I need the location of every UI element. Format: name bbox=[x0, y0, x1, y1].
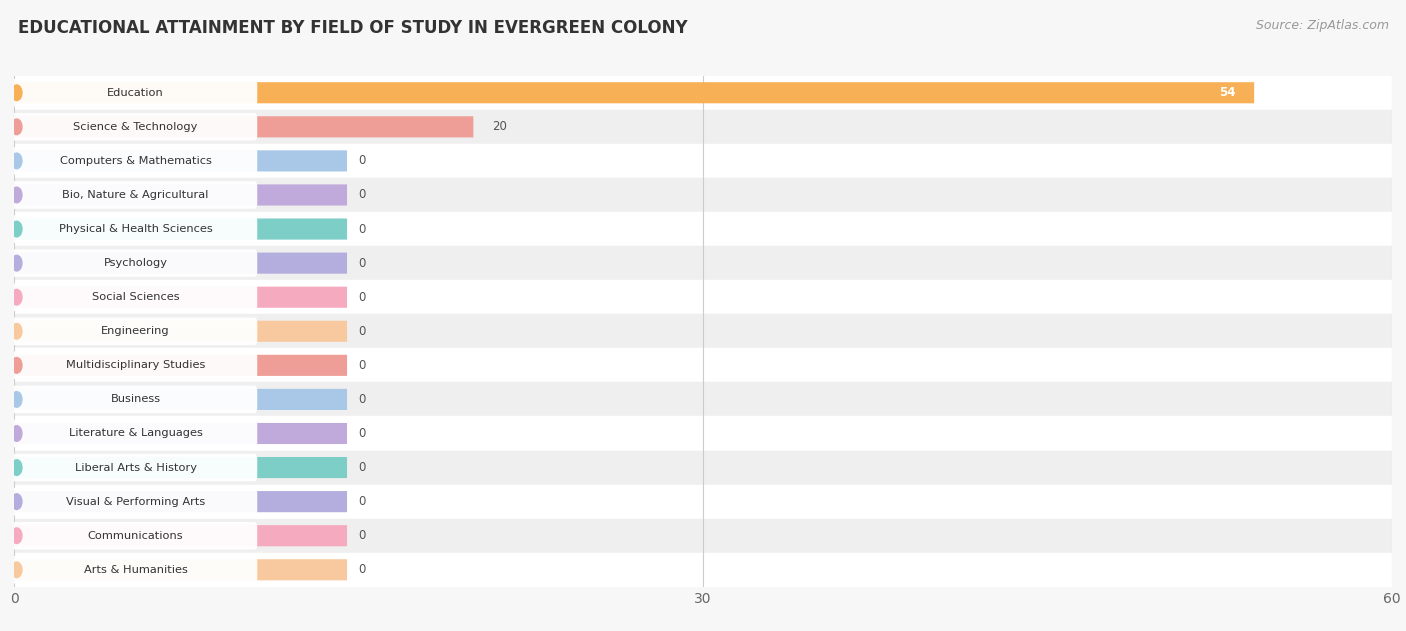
Text: 0: 0 bbox=[359, 325, 366, 338]
Text: Engineering: Engineering bbox=[101, 326, 170, 336]
FancyBboxPatch shape bbox=[11, 351, 257, 379]
FancyBboxPatch shape bbox=[14, 559, 347, 581]
Text: Liberal Arts & History: Liberal Arts & History bbox=[75, 463, 197, 473]
FancyBboxPatch shape bbox=[11, 386, 257, 413]
Bar bbox=[14, 314, 1392, 348]
Bar bbox=[14, 519, 1392, 553]
Bar bbox=[14, 144, 1392, 178]
Circle shape bbox=[11, 187, 22, 203]
Bar bbox=[14, 553, 1392, 587]
Bar bbox=[14, 348, 1392, 382]
FancyBboxPatch shape bbox=[14, 355, 347, 376]
Text: Business: Business bbox=[111, 394, 160, 404]
Text: Science & Technology: Science & Technology bbox=[73, 122, 198, 132]
FancyBboxPatch shape bbox=[11, 113, 257, 141]
Circle shape bbox=[11, 119, 22, 134]
FancyBboxPatch shape bbox=[11, 454, 257, 481]
Bar bbox=[14, 76, 1392, 110]
Text: 0: 0 bbox=[359, 223, 366, 235]
FancyBboxPatch shape bbox=[14, 252, 347, 274]
FancyBboxPatch shape bbox=[11, 283, 257, 311]
FancyBboxPatch shape bbox=[14, 150, 347, 172]
Text: 0: 0 bbox=[359, 155, 366, 167]
Text: Social Sciences: Social Sciences bbox=[91, 292, 180, 302]
Circle shape bbox=[11, 358, 22, 373]
FancyBboxPatch shape bbox=[11, 79, 257, 107]
Bar bbox=[14, 451, 1392, 485]
Text: 0: 0 bbox=[359, 461, 366, 474]
FancyBboxPatch shape bbox=[11, 181, 257, 209]
Circle shape bbox=[11, 460, 22, 475]
FancyBboxPatch shape bbox=[14, 389, 347, 410]
Circle shape bbox=[11, 528, 22, 543]
Text: Arts & Humanities: Arts & Humanities bbox=[83, 565, 187, 575]
Text: 54: 54 bbox=[1219, 86, 1236, 99]
Bar bbox=[14, 280, 1392, 314]
Circle shape bbox=[11, 153, 22, 168]
Text: Physical & Health Sciences: Physical & Health Sciences bbox=[59, 224, 212, 234]
FancyBboxPatch shape bbox=[11, 317, 257, 345]
Bar bbox=[14, 416, 1392, 451]
Text: 0: 0 bbox=[359, 189, 366, 201]
Text: 0: 0 bbox=[359, 257, 366, 269]
FancyBboxPatch shape bbox=[11, 522, 257, 550]
Text: 0: 0 bbox=[359, 563, 366, 576]
Text: 0: 0 bbox=[359, 393, 366, 406]
FancyBboxPatch shape bbox=[14, 525, 347, 546]
Text: Psychology: Psychology bbox=[104, 258, 167, 268]
Text: 0: 0 bbox=[359, 427, 366, 440]
Circle shape bbox=[11, 290, 22, 305]
Circle shape bbox=[11, 324, 22, 339]
Circle shape bbox=[11, 256, 22, 271]
Bar bbox=[14, 110, 1392, 144]
Circle shape bbox=[11, 562, 22, 577]
Text: EDUCATIONAL ATTAINMENT BY FIELD OF STUDY IN EVERGREEN COLONY: EDUCATIONAL ATTAINMENT BY FIELD OF STUDY… bbox=[18, 19, 688, 37]
Bar bbox=[14, 485, 1392, 519]
Bar bbox=[14, 178, 1392, 212]
FancyBboxPatch shape bbox=[11, 488, 257, 516]
FancyBboxPatch shape bbox=[14, 286, 347, 308]
Text: Source: ZipAtlas.com: Source: ZipAtlas.com bbox=[1256, 19, 1389, 32]
FancyBboxPatch shape bbox=[11, 556, 257, 584]
Text: Multidisciplinary Studies: Multidisciplinary Studies bbox=[66, 360, 205, 370]
Text: 0: 0 bbox=[359, 359, 366, 372]
FancyBboxPatch shape bbox=[14, 321, 347, 342]
FancyBboxPatch shape bbox=[11, 215, 257, 243]
Bar bbox=[14, 246, 1392, 280]
FancyBboxPatch shape bbox=[14, 82, 1254, 103]
FancyBboxPatch shape bbox=[14, 457, 347, 478]
FancyBboxPatch shape bbox=[11, 420, 257, 447]
Circle shape bbox=[11, 426, 22, 441]
Text: 0: 0 bbox=[359, 529, 366, 542]
Circle shape bbox=[11, 221, 22, 237]
FancyBboxPatch shape bbox=[14, 491, 347, 512]
Bar bbox=[14, 382, 1392, 416]
Bar bbox=[14, 212, 1392, 246]
Text: Literature & Languages: Literature & Languages bbox=[69, 428, 202, 439]
Text: Communications: Communications bbox=[87, 531, 183, 541]
Text: 20: 20 bbox=[492, 121, 506, 133]
Circle shape bbox=[11, 392, 22, 407]
FancyBboxPatch shape bbox=[14, 116, 474, 138]
Text: Bio, Nature & Agricultural: Bio, Nature & Agricultural bbox=[62, 190, 208, 200]
Text: Visual & Performing Arts: Visual & Performing Arts bbox=[66, 497, 205, 507]
Text: Computers & Mathematics: Computers & Mathematics bbox=[59, 156, 211, 166]
Circle shape bbox=[11, 85, 22, 100]
FancyBboxPatch shape bbox=[14, 423, 347, 444]
FancyBboxPatch shape bbox=[14, 218, 347, 240]
Text: 0: 0 bbox=[359, 291, 366, 304]
Circle shape bbox=[11, 494, 22, 509]
FancyBboxPatch shape bbox=[11, 249, 257, 277]
FancyBboxPatch shape bbox=[11, 147, 257, 175]
Text: Education: Education bbox=[107, 88, 165, 98]
FancyBboxPatch shape bbox=[14, 184, 347, 206]
Text: 0: 0 bbox=[359, 495, 366, 508]
